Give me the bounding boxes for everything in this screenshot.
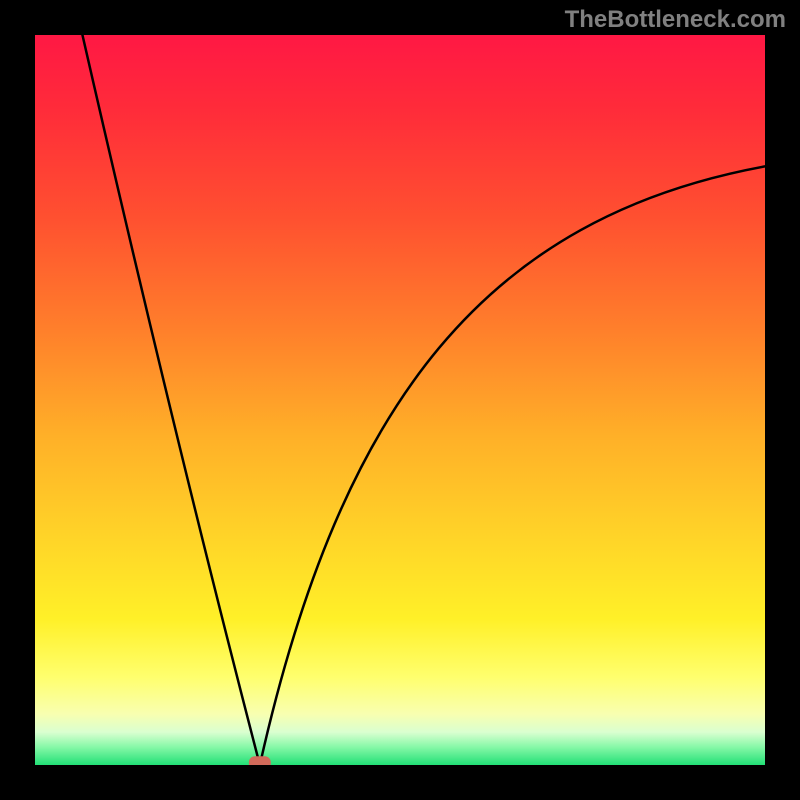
watermark-text: TheBottleneck.com xyxy=(565,6,786,34)
plot-area xyxy=(35,35,765,765)
plot-svg xyxy=(35,35,765,765)
chart-canvas: TheBottleneck.com xyxy=(0,0,800,800)
minimum-marker xyxy=(249,756,271,765)
